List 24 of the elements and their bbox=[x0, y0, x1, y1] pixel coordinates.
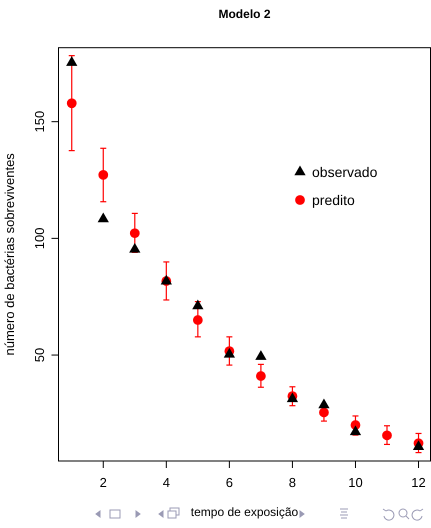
x-tick-label: 8 bbox=[288, 475, 296, 490]
x-axis-title: tempo de exposição bbox=[190, 505, 299, 519]
point bbox=[319, 408, 329, 418]
x-tick-label: 6 bbox=[226, 475, 233, 490]
x-tick-label: 4 bbox=[162, 475, 170, 490]
x-tick-label: 2 bbox=[100, 475, 107, 490]
point bbox=[192, 315, 203, 325]
y-tick-label: 100 bbox=[32, 228, 48, 250]
y-axis-title: número de bactérias sobreviventes bbox=[2, 152, 17, 356]
legend-label: observado bbox=[312, 164, 378, 180]
y-tick-label: 50 bbox=[32, 348, 48, 362]
point bbox=[98, 212, 109, 222]
legend-label: predito bbox=[312, 192, 356, 208]
point bbox=[382, 430, 392, 440]
y-tick-label: 150 bbox=[32, 110, 48, 133]
point bbox=[66, 98, 77, 108]
point bbox=[318, 398, 330, 408]
x-tick-label: 12 bbox=[411, 475, 426, 490]
chart-title: Modelo 2 bbox=[218, 7, 271, 21]
point bbox=[130, 228, 140, 238]
point bbox=[255, 350, 267, 360]
point bbox=[98, 170, 108, 180]
x-tick-label: 10 bbox=[348, 475, 363, 490]
point bbox=[256, 371, 266, 381]
